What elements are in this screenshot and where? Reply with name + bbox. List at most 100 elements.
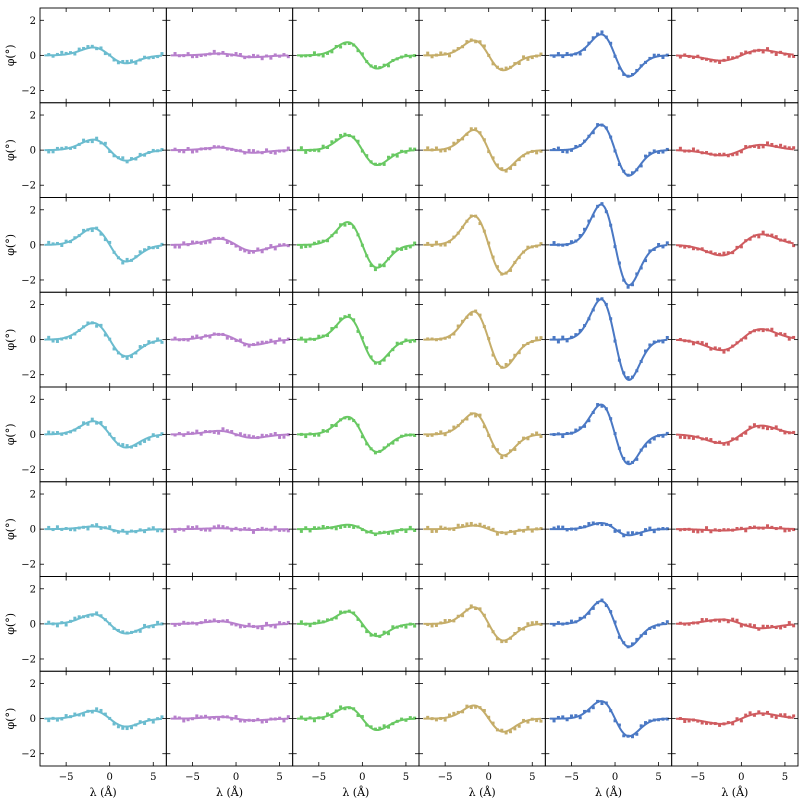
data-point-r1-c5-12 xyxy=(731,153,735,157)
data-point-r1-c0-13 xyxy=(103,141,107,145)
data-point-r4-c2-19 xyxy=(382,446,386,450)
data-point-r2-c3-24 xyxy=(530,245,534,249)
data-point-r3-c0-26 xyxy=(160,340,164,344)
data-point-r1-c3-7 xyxy=(456,138,460,142)
data-point-r2-c0-24 xyxy=(151,246,155,250)
data-point-r7-c4-12 xyxy=(604,701,608,705)
data-point-r6-c4-12 xyxy=(604,604,608,608)
data-point-r6-c4-0 xyxy=(552,623,556,627)
xlabel-c2: λ (Å) xyxy=(342,785,369,799)
data-point-r3-c3-14 xyxy=(487,337,491,341)
data-point-r6-c4-18 xyxy=(630,642,634,646)
fit-curve-r7-c1 xyxy=(170,715,289,722)
data-point-r5-c3-23 xyxy=(526,525,530,529)
data-point-r3-c3-17 xyxy=(500,365,504,369)
ytick-label-r1-2: 2 xyxy=(30,111,36,122)
data-point-r4-c1-21 xyxy=(265,434,269,438)
data-point-r2-c1-26 xyxy=(286,244,290,248)
data-point-r4-c1-19 xyxy=(256,436,260,440)
data-point-r5-c2-22 xyxy=(395,529,399,533)
data-point-r1-c4-14 xyxy=(613,149,617,153)
data-point-r1-c2-5 xyxy=(321,144,325,148)
data-point-r7-c2-26 xyxy=(413,716,417,720)
data-point-r5-c3-15 xyxy=(491,527,495,531)
data-point-r5-c0-24 xyxy=(151,526,155,530)
data-point-r5-c4-26 xyxy=(665,527,669,531)
fit-curve-r5-c4 xyxy=(549,521,668,537)
data-point-r1-c4-26 xyxy=(665,147,669,151)
data-point-r5-c3-2 xyxy=(434,529,438,533)
data-point-r6-c3-26 xyxy=(539,622,543,626)
data-point-r6-c4-19 xyxy=(635,637,639,641)
data-point-r6-c5-17 xyxy=(752,624,756,628)
fit-curve-r7-c3 xyxy=(423,704,542,733)
data-point-r6-c5-13 xyxy=(735,618,739,622)
data-point-r4-c0-26 xyxy=(160,432,164,436)
data-point-r5-c3-13 xyxy=(482,524,486,528)
data-point-r4-c4-20 xyxy=(639,448,643,452)
fit-curve-r3-c5 xyxy=(675,328,794,352)
data-point-r0-c2-10 xyxy=(343,42,347,46)
data-point-r2-c1-0 xyxy=(173,245,177,249)
data-point-r5-c0-20 xyxy=(134,530,138,534)
data-point-r1-c0-0 xyxy=(47,150,51,154)
ytick-label-r7-0: −2 xyxy=(21,749,36,760)
data-point-r4-c5-6 xyxy=(705,437,709,441)
data-point-r6-c5-26 xyxy=(792,624,796,628)
data-point-r7-c4-11 xyxy=(600,702,604,706)
data-point-r0-c5-20 xyxy=(766,47,770,51)
data-point-r5-c3-14 xyxy=(487,526,491,530)
data-point-r5-c5-21 xyxy=(770,525,774,529)
data-point-r1-c3-14 xyxy=(487,150,491,154)
data-point-r2-c4-14 xyxy=(613,245,617,249)
data-point-r3-c5-16 xyxy=(748,331,752,335)
data-point-r5-c3-16 xyxy=(495,532,499,536)
data-point-r0-c1-20 xyxy=(260,57,264,61)
data-point-r7-c2-17 xyxy=(373,727,377,731)
data-point-r6-c5-1 xyxy=(683,622,687,626)
data-point-r1-c0-8 xyxy=(82,138,86,142)
data-point-r1-c0-4 xyxy=(64,146,68,150)
data-point-r0-c3-22 xyxy=(522,55,526,59)
data-point-r4-c3-14 xyxy=(487,433,491,437)
data-point-r2-c5-25 xyxy=(787,240,791,244)
data-point-r1-c5-2 xyxy=(687,149,691,153)
data-point-r3-c1-8 xyxy=(208,335,212,339)
fit-curve-r1-c4 xyxy=(549,123,668,177)
data-point-r1-c5-3 xyxy=(691,147,695,151)
data-point-r0-c2-17 xyxy=(373,65,377,69)
data-point-r1-c5-23 xyxy=(779,143,783,147)
data-point-r0-c3-13 xyxy=(482,44,486,48)
data-point-r2-c3-25 xyxy=(535,244,539,248)
data-point-r3-c5-23 xyxy=(779,332,783,336)
data-point-r0-c2-25 xyxy=(408,55,412,59)
data-point-r2-c2-20 xyxy=(387,257,391,261)
data-point-r0-c3-3 xyxy=(439,51,443,55)
data-point-r7-c4-16 xyxy=(622,734,626,738)
data-point-r1-c2-23 xyxy=(400,149,404,153)
data-point-r7-c2-24 xyxy=(404,718,408,722)
data-point-r4-c1-7 xyxy=(204,430,208,434)
data-point-r3-c1-2 xyxy=(182,338,186,342)
data-point-r6-c5-3 xyxy=(691,621,695,625)
data-point-r1-c4-17 xyxy=(626,173,630,177)
data-point-r7-c5-14 xyxy=(739,719,743,723)
data-point-r7-c4-14 xyxy=(613,719,617,723)
data-point-r2-c2-8 xyxy=(334,230,338,234)
data-point-r7-c1-8 xyxy=(208,716,212,720)
data-point-r0-c0-1 xyxy=(51,54,55,58)
data-point-r0-c4-5 xyxy=(574,52,578,56)
data-point-r6-c5-20 xyxy=(766,624,770,628)
data-point-r4-c4-9 xyxy=(591,410,595,414)
data-point-r2-c3-4 xyxy=(443,243,447,247)
data-point-r2-c4-4 xyxy=(569,240,573,244)
data-point-r4-c3-0 xyxy=(426,433,430,437)
data-point-r0-c1-19 xyxy=(256,54,260,58)
data-point-r1-c5-17 xyxy=(752,144,756,148)
data-point-r5-c4-5 xyxy=(574,527,578,531)
data-point-r7-c0-12 xyxy=(99,708,103,712)
data-point-r0-c3-24 xyxy=(530,56,534,60)
data-point-r1-c4-2 xyxy=(561,150,565,154)
data-point-r7-c1-5 xyxy=(195,714,199,718)
data-point-r5-c4-11 xyxy=(600,523,604,527)
